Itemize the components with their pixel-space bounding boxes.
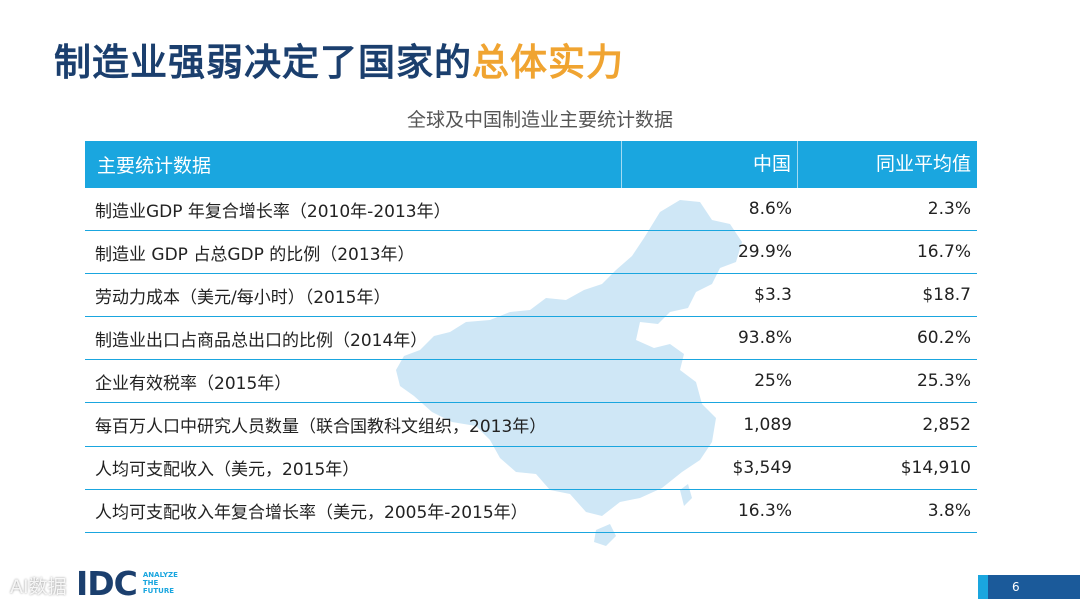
logo-text: IDC — [76, 563, 138, 603]
row-label: 制造业出口占商品总出口的比例（2014年） — [95, 330, 428, 351]
row-china-value: $3,549 — [732, 457, 792, 478]
table-subtitle: 全球及中国制造业主要统计数据 — [406, 109, 673, 131]
table-row: 每百万人口中研究人员数量（联合国教科文组织，2013年） 1,089 2,852 — [85, 403, 977, 447]
row-label: 制造业GDP 年复合增长率（2010年-2013年） — [95, 201, 451, 222]
title-accent: 总体实力 — [472, 41, 624, 84]
watermark: AI数据 — [10, 576, 67, 598]
table-row: 人均可支配收入（美元，2015年） $3,549 $14,910 — [85, 447, 977, 490]
idc-logo: IDC ANALYZE THE FUTURE — [8, 563, 178, 603]
row-label: 企业有效税率（2015年） — [95, 373, 292, 394]
table-row: 企业有效税率（2015年） 25% 25.3% — [85, 360, 977, 404]
statistics-table: 主要统计数据 中国 同业平均值 制造业GDP 年复合增长率（2010年-2013… — [85, 141, 977, 533]
row-china-value: $3.3 — [754, 285, 792, 306]
row-china-value: 16.3% — [737, 500, 792, 521]
row-average-value: 25.3% — [916, 371, 971, 392]
row-average-value: 16.7% — [916, 242, 971, 263]
row-china-value: 93.8% — [737, 328, 792, 349]
table-row: 制造业出口占商品总出口的比例（2014年） 93.8% 60.2% — [85, 317, 977, 361]
table-row: 劳动力成本（美元/每小时）（2015年） $3.3 $18.7 — [85, 274, 977, 318]
tagline-line: ANALYZE — [142, 571, 178, 579]
logo-tagline: ANALYZE THE FUTURE — [143, 571, 178, 595]
tagline-line: FUTURE — [142, 587, 174, 595]
row-average-value: 60.2% — [916, 328, 971, 349]
title-main: 制造业强弱决定了国家的 — [54, 41, 472, 84]
row-china-value: 25% — [754, 371, 792, 392]
tagline-line: THE — [142, 579, 159, 587]
header-indicator: 主要统计数据 — [97, 155, 212, 177]
row-label: 人均可支配收入（美元，2015年） — [95, 460, 360, 481]
row-average-value: 3.8% — [927, 500, 971, 521]
row-average-value: 2.3% — [927, 199, 971, 220]
row-average-value: 2,852 — [922, 414, 971, 435]
row-label: 制造业 GDP 占总GDP 的比例（2013年） — [95, 244, 415, 265]
row-label: 人均可支配收入年复合增长率（美元，2005年-2015年） — [95, 503, 528, 524]
header-average: 同业平均值 — [875, 153, 971, 175]
table-row: 制造业GDP 年复合增长率（2010年-2013年） 8.6% 2.3% — [85, 188, 977, 232]
page-number: 6 — [978, 575, 1080, 599]
table-row: 人均可支配收入年复合增长率（美元，2005年-2015年） 16.3% 3.8% — [85, 490, 977, 533]
table-header-row: 主要统计数据 中国 同业平均值 — [85, 141, 977, 188]
table-row: 制造业 GDP 占总GDP 的比例（2013年） 29.9% 16.7% — [85, 231, 977, 275]
row-china-value: 29.9% — [737, 242, 792, 263]
row-china-value: 1,089 — [743, 414, 792, 435]
row-average-value: $14,910 — [900, 457, 971, 478]
row-china-value: 8.6% — [748, 199, 792, 220]
row-average-value: $18.7 — [922, 285, 971, 306]
row-label: 每百万人口中研究人员数量（联合国教科文组织，2013年） — [95, 417, 547, 438]
page-title: 制造业强弱决定了国家的总体实力 — [54, 32, 624, 86]
row-label: 劳动力成本（美元/每小时）（2015年） — [95, 287, 391, 308]
header-china: 中国 — [621, 141, 798, 188]
